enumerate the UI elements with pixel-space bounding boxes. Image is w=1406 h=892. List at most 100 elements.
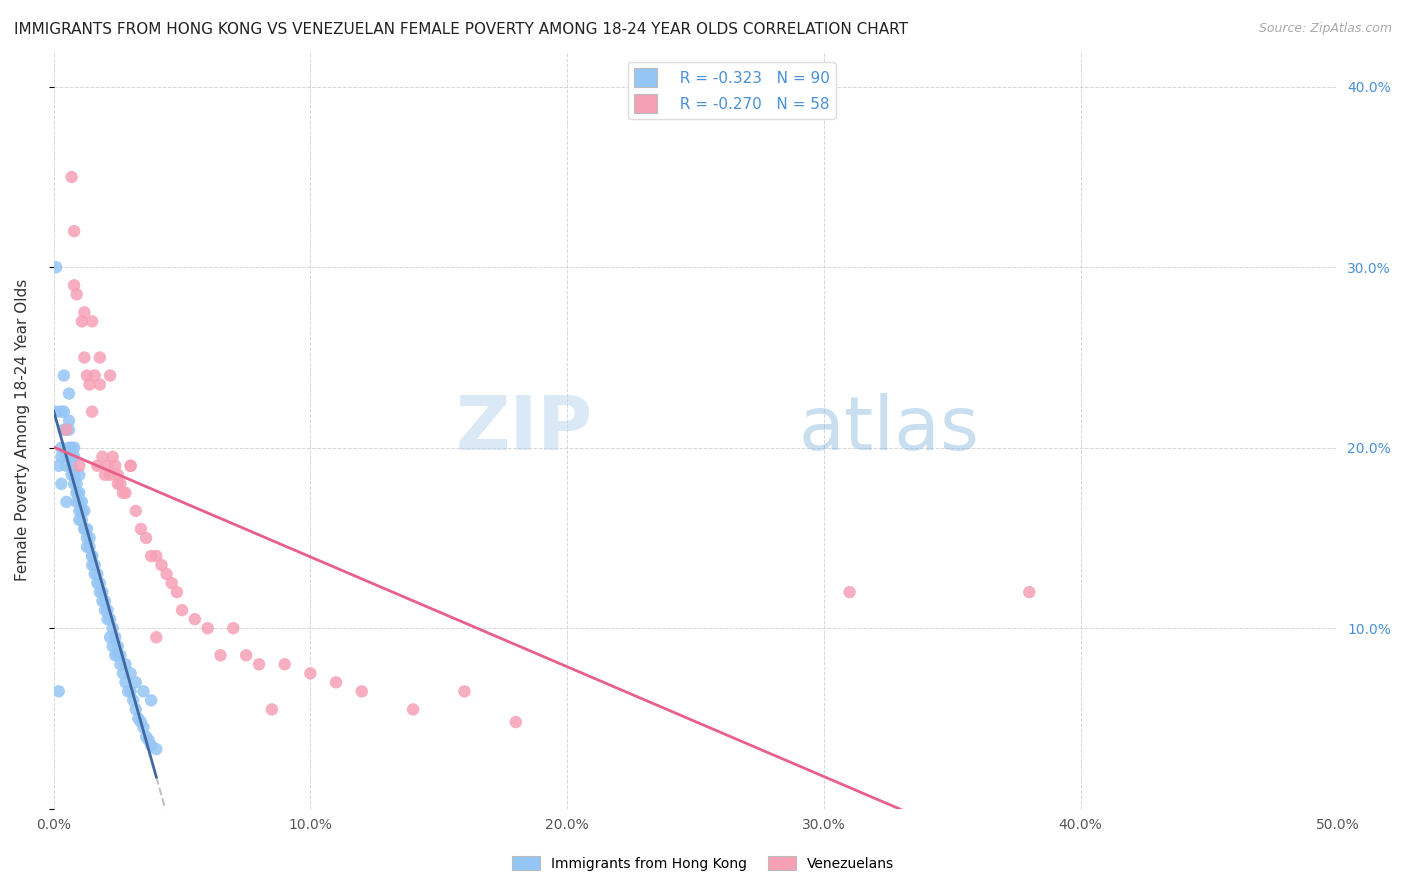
Point	[838, 585, 860, 599]
Point	[101, 621, 124, 635]
Point	[350, 684, 373, 698]
Point	[104, 458, 127, 473]
Point	[299, 666, 322, 681]
Point	[129, 522, 152, 536]
Point	[132, 684, 155, 698]
Point	[166, 585, 188, 599]
Point	[73, 522, 96, 536]
Point	[145, 549, 167, 563]
Point	[67, 467, 90, 482]
Point	[155, 567, 177, 582]
Point	[73, 351, 96, 365]
Point	[141, 549, 163, 563]
Legend: Immigrants from Hong Kong, Venezuelans: Immigrants from Hong Kong, Venezuelans	[506, 850, 900, 876]
Point	[66, 476, 89, 491]
Point	[86, 576, 108, 591]
Point	[145, 630, 167, 644]
Point	[125, 504, 148, 518]
Text: atlas: atlas	[799, 393, 979, 467]
Point	[55, 423, 77, 437]
Point	[82, 558, 104, 572]
Point	[45, 404, 67, 418]
Point	[110, 648, 132, 663]
Point	[141, 693, 163, 707]
Point	[66, 486, 89, 500]
Point	[55, 458, 77, 473]
Point	[107, 467, 129, 482]
Point	[51, 441, 73, 455]
Point	[82, 549, 104, 563]
Point	[60, 450, 83, 464]
Point	[51, 450, 73, 464]
Point	[58, 441, 80, 455]
Point	[76, 531, 98, 545]
Point	[325, 675, 347, 690]
Point	[114, 486, 136, 500]
Text: Source: ZipAtlas.com: Source: ZipAtlas.com	[1258, 22, 1392, 36]
Point	[63, 467, 86, 482]
Point	[120, 458, 142, 473]
Point	[60, 441, 83, 455]
Point	[91, 585, 114, 599]
Point	[94, 467, 117, 482]
Point	[110, 476, 132, 491]
Point	[66, 486, 89, 500]
Text: ZIP: ZIP	[456, 393, 593, 467]
Point	[96, 603, 118, 617]
Point	[70, 504, 93, 518]
Point	[58, 386, 80, 401]
Point	[98, 630, 121, 644]
Point	[79, 531, 101, 545]
Point	[67, 486, 90, 500]
Point	[117, 684, 139, 698]
Point	[83, 558, 105, 572]
Point	[60, 467, 83, 482]
Point	[135, 730, 157, 744]
Point	[101, 450, 124, 464]
Point	[45, 260, 67, 275]
Point	[63, 224, 86, 238]
Point	[76, 368, 98, 383]
Point	[66, 495, 89, 509]
Point	[235, 648, 257, 663]
Point	[66, 287, 89, 301]
Point	[197, 621, 219, 635]
Point	[48, 684, 70, 698]
Point	[89, 576, 111, 591]
Point	[184, 612, 207, 626]
Point	[63, 476, 86, 491]
Point	[76, 522, 98, 536]
Point	[55, 423, 77, 437]
Point	[98, 368, 121, 383]
Point	[51, 404, 73, 418]
Point	[402, 702, 425, 716]
Point	[132, 721, 155, 735]
Point	[453, 684, 475, 698]
Point	[58, 423, 80, 437]
Point	[104, 630, 127, 644]
Point	[67, 495, 90, 509]
Legend:   R = -0.323   N = 90,   R = -0.270   N = 58: R = -0.323 N = 90, R = -0.270 N = 58	[628, 62, 835, 120]
Point	[82, 549, 104, 563]
Point	[55, 450, 77, 464]
Point	[52, 423, 75, 437]
Point	[60, 169, 83, 184]
Point	[120, 458, 142, 473]
Point	[94, 603, 117, 617]
Point	[114, 675, 136, 690]
Point	[104, 648, 127, 663]
Point	[79, 377, 101, 392]
Point	[63, 450, 86, 464]
Point	[101, 639, 124, 653]
Point	[91, 450, 114, 464]
Point	[120, 666, 142, 681]
Point	[125, 675, 148, 690]
Point	[129, 714, 152, 729]
Point	[86, 567, 108, 582]
Point	[63, 441, 86, 455]
Point	[48, 458, 70, 473]
Point	[1018, 585, 1040, 599]
Text: IMMIGRANTS FROM HONG KONG VS VENEZUELAN FEMALE POVERTY AMONG 18-24 YEAR OLDS COR: IMMIGRANTS FROM HONG KONG VS VENEZUELAN …	[14, 22, 908, 37]
Point	[96, 458, 118, 473]
Point	[63, 278, 86, 293]
